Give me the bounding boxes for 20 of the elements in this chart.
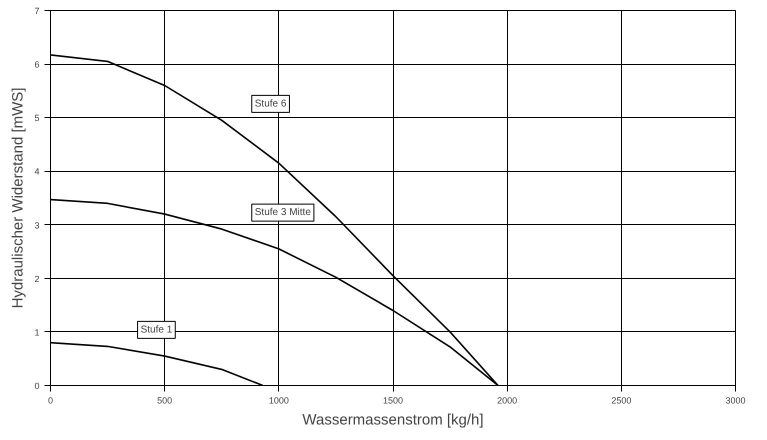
- x-tick-label: 3000: [725, 396, 746, 406]
- x-tick-label: 2500: [611, 396, 632, 406]
- text: Stufe 3 Mitte: [254, 207, 312, 218]
- series-label: Stufe 1: [140, 324, 173, 336]
- y-tick-label: 1: [34, 327, 40, 338]
- x-tick-label: 500: [157, 396, 172, 406]
- y-axis-title: Hydraulischer Widerstand [mWS]: [9, 88, 26, 308]
- text: Stufe 6: [254, 98, 287, 110]
- x-axis-title: Wassermassenstrom [kg/h]: [302, 412, 484, 428]
- y-tick-label: 5: [34, 113, 40, 124]
- y-tick-label: 4: [34, 166, 40, 177]
- y-tick-label: 7: [34, 6, 40, 16]
- y-tick-label: 2: [34, 274, 40, 284]
- y-tick-label: 0: [34, 381, 40, 391]
- x-tick-label: 0: [48, 396, 54, 406]
- x-tick-label: 1000: [268, 396, 289, 406]
- x-tick-label: 2000: [497, 396, 518, 406]
- y-tick-label: 6: [34, 60, 40, 70]
- x-tick-label: 1500: [382, 396, 404, 406]
- y-tick-label: 3: [34, 220, 40, 230]
